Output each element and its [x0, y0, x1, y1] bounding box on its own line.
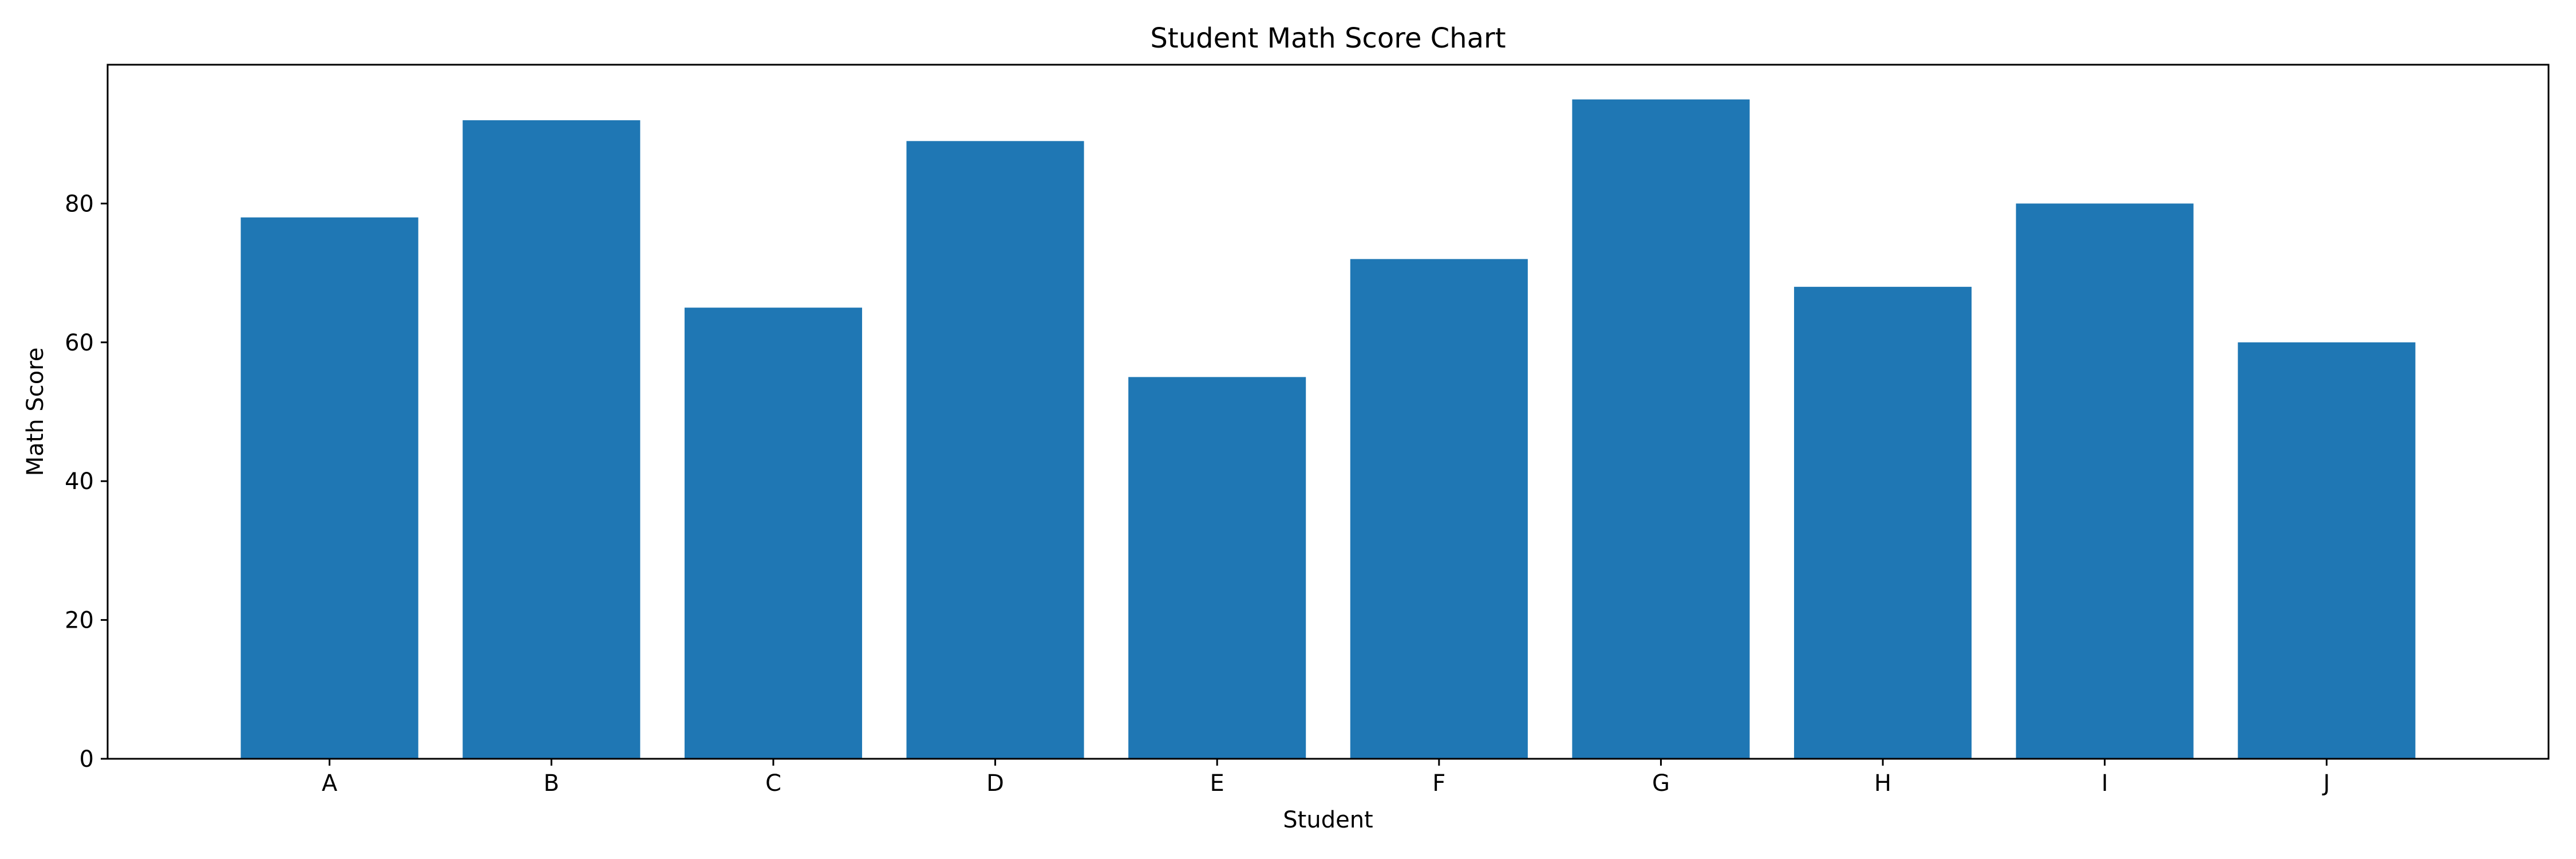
x-axis-label: Student: [1283, 807, 1373, 833]
plot-area: A B C D E F G H I J 0 20 40 60 80: [65, 64, 2550, 797]
chart-title: Student Math Score Chart: [1150, 22, 1506, 54]
y-tick-label: 40: [65, 468, 94, 495]
bar-g: [1572, 99, 1750, 759]
bar-i: [2016, 203, 2194, 759]
bars-group: [240, 99, 2416, 759]
x-tick-label: E: [1210, 770, 1224, 797]
x-tick-label: C: [765, 770, 781, 797]
y-tick-label: 80: [65, 191, 94, 217]
y-tick-label: 60: [65, 330, 94, 356]
plot-frame: [106, 64, 2550, 760]
x-tick-label: A: [322, 770, 338, 797]
y-axis-ticks: 0 20 40 60 80: [65, 191, 108, 773]
x-tick-label: G: [1652, 770, 1670, 797]
x-tick-label: H: [1874, 770, 1891, 797]
bar-a: [240, 217, 418, 759]
y-tick-label: 20: [65, 608, 94, 634]
y-axis-label: Math Score: [22, 348, 49, 476]
bar-j: [2238, 342, 2416, 759]
x-tick-label: D: [986, 770, 1004, 797]
x-tick-label: F: [1432, 770, 1445, 797]
bar-f: [1350, 259, 1528, 759]
y-tick-label: 0: [80, 746, 94, 773]
x-tick-label: I: [2101, 770, 2108, 797]
bar-h: [1794, 286, 1972, 759]
x-tick-label: B: [544, 770, 559, 797]
bar-b: [463, 120, 641, 759]
x-axis-ticks: A B C D E F G H I J: [322, 759, 2330, 797]
bar-d: [906, 141, 1084, 759]
bar-c: [684, 308, 862, 759]
bar-e: [1128, 377, 1306, 759]
x-tick-label: J: [2321, 770, 2330, 797]
